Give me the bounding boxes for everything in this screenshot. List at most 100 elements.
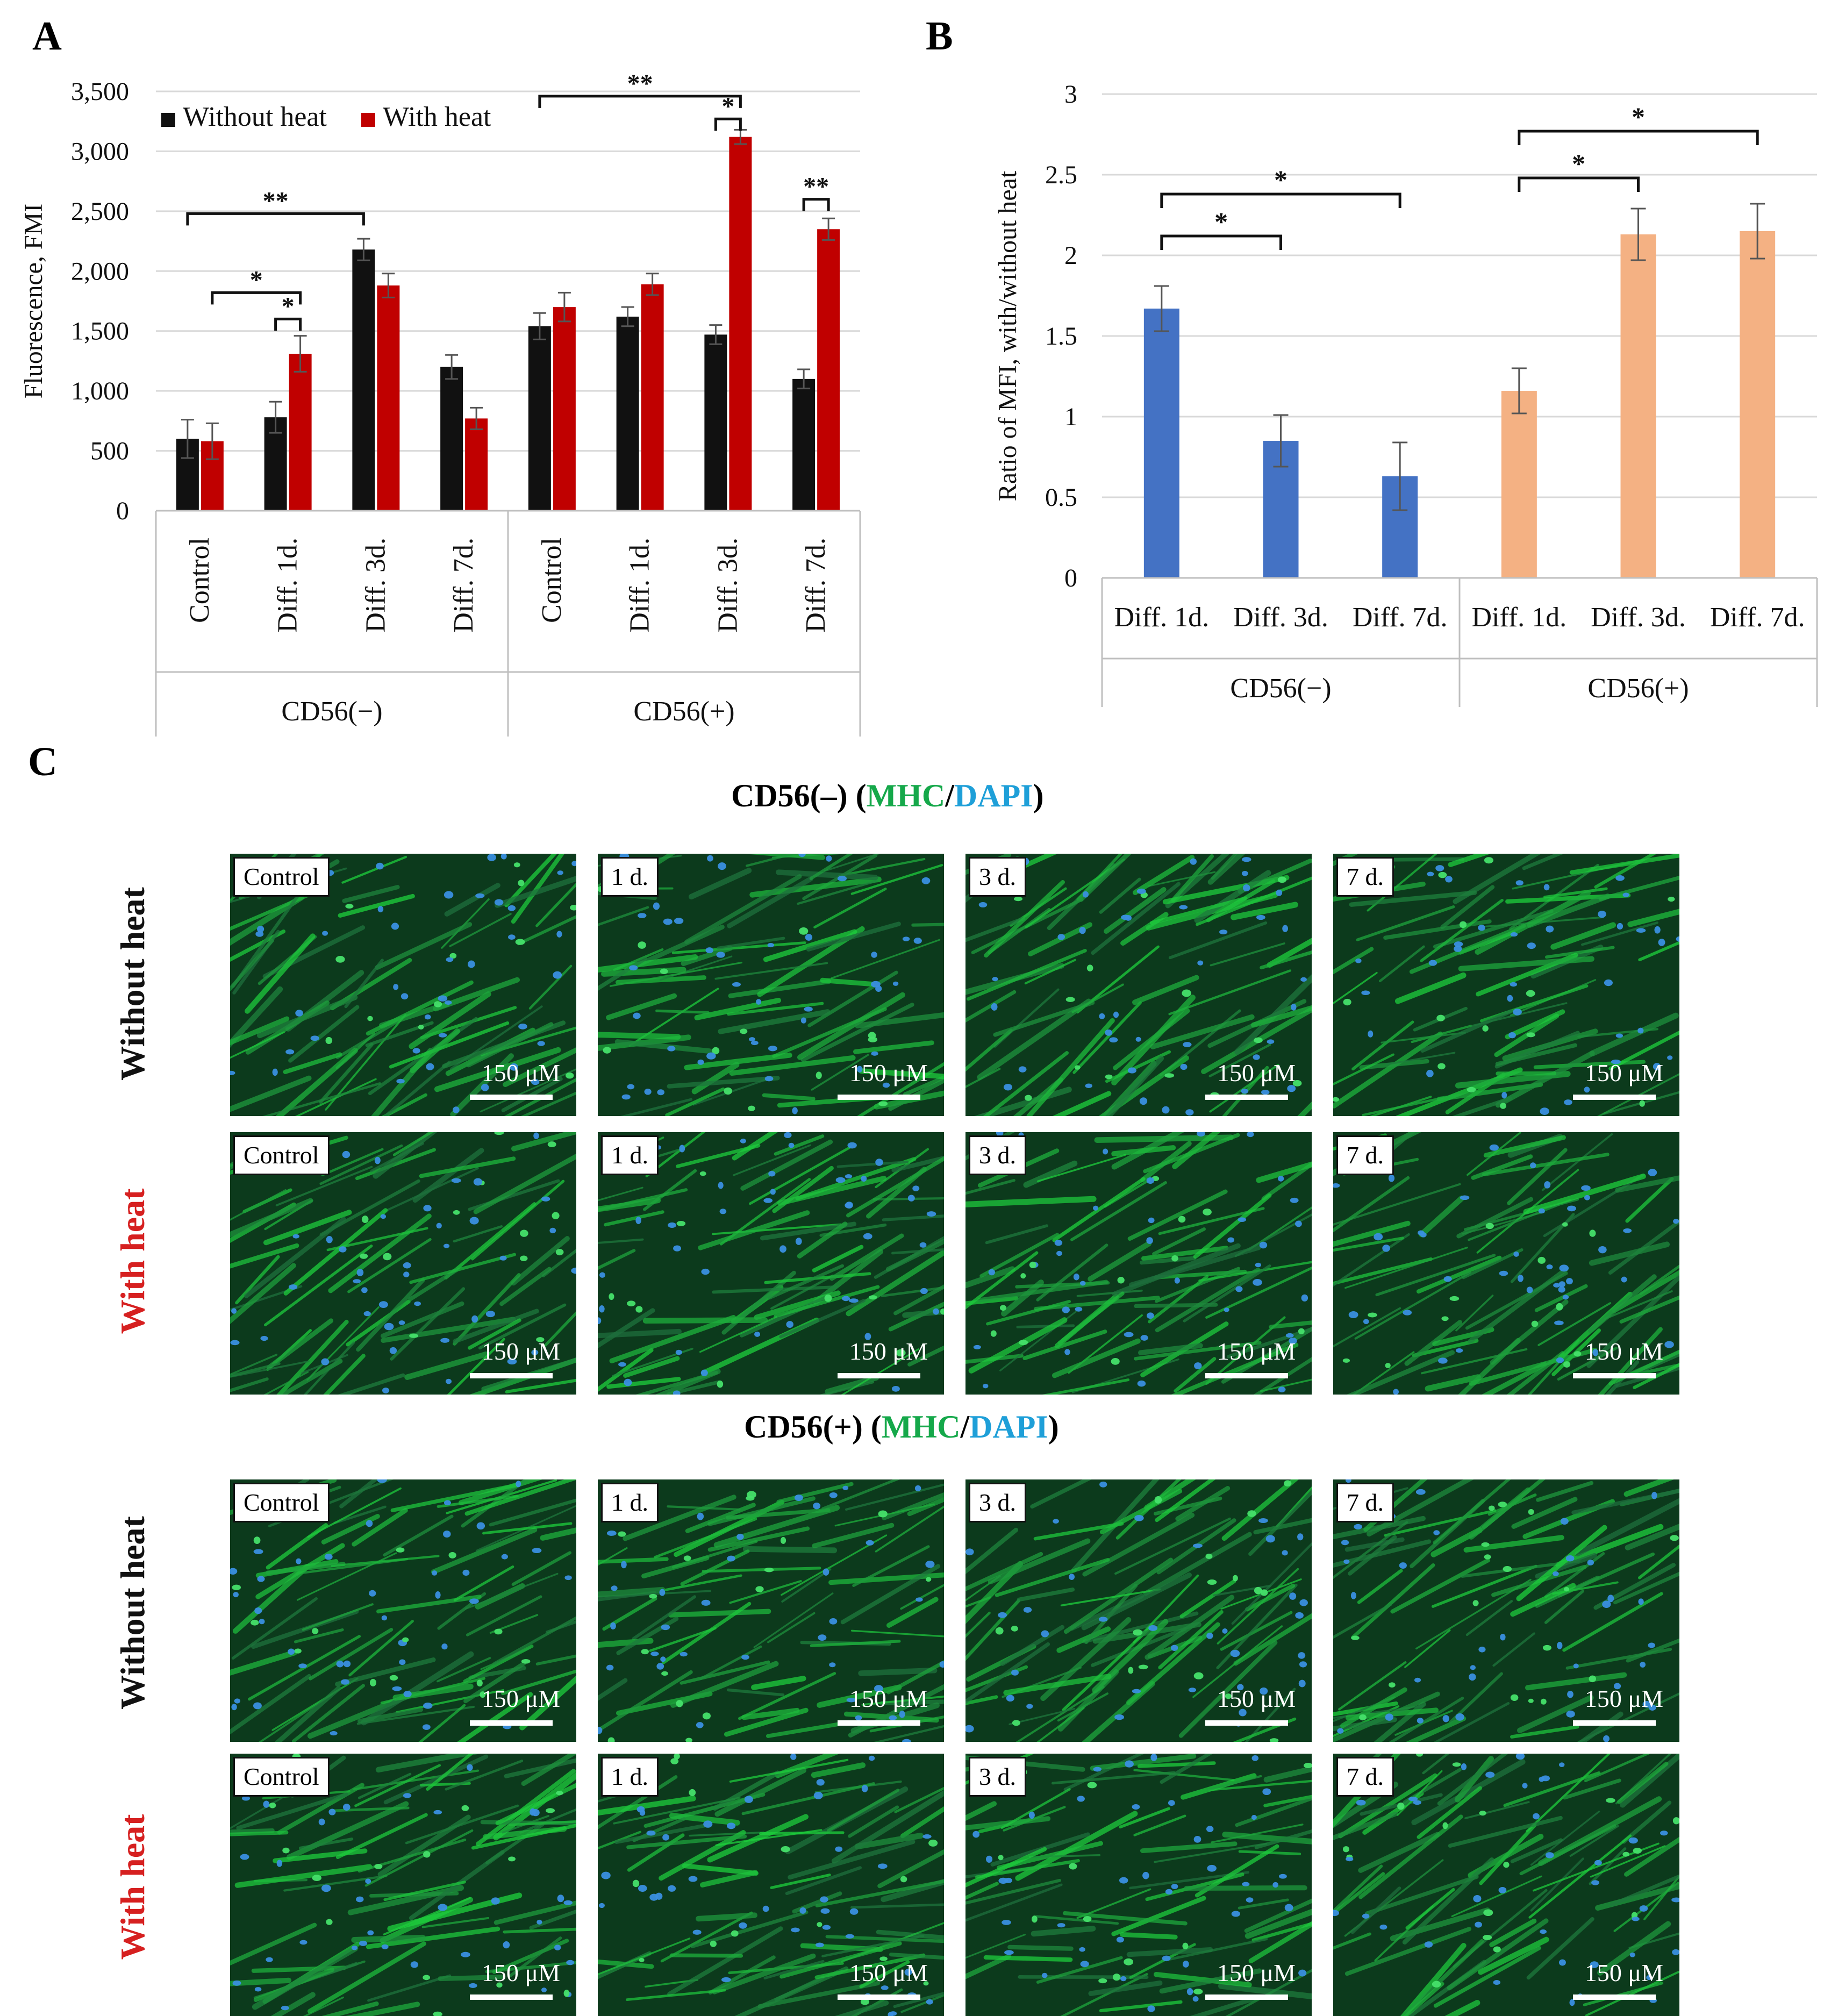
nucleus (727, 1822, 735, 1829)
nucleus (703, 1712, 711, 1719)
nucleus (1493, 1980, 1501, 1985)
nucleus (1069, 1574, 1075, 1580)
nucleus (1630, 1953, 1635, 1957)
nucleus (1041, 1630, 1049, 1637)
nucleus (341, 1679, 349, 1684)
nucleus (1425, 1941, 1433, 1948)
nucleus (1563, 1361, 1570, 1368)
nucleus (1150, 1754, 1157, 1761)
nucleus (1658, 939, 1665, 946)
nucleus (254, 1549, 263, 1554)
nucleus (423, 1851, 430, 1857)
nucleus (1426, 1070, 1434, 1077)
nucleus (1553, 1571, 1559, 1576)
row-label-cd56pos-with-heat: With heat (113, 1779, 156, 1994)
nucleus (403, 1262, 411, 1268)
nucleus (1140, 1097, 1147, 1105)
scale-bar-label: 150 μM (1217, 1958, 1296, 1987)
nucleus (365, 1878, 371, 1884)
nucleus (1066, 997, 1075, 1002)
nucleus (1062, 1306, 1070, 1313)
nucleus (1138, 1381, 1146, 1387)
nucleus (1282, 925, 1288, 932)
nucleus (370, 1679, 376, 1686)
nucleus (1528, 1699, 1534, 1703)
nucleus (500, 1256, 507, 1261)
nucleus (1351, 1592, 1356, 1599)
nucleus (423, 1703, 433, 1709)
myotube-fibre (698, 1915, 754, 1919)
nucleus (494, 1629, 502, 1635)
nucleus (1603, 1735, 1610, 1742)
nucleus (644, 1089, 651, 1095)
nucleus (259, 1619, 265, 1624)
nucleus (705, 947, 713, 953)
significance-bracket (276, 319, 301, 331)
nucleus (718, 862, 726, 870)
nucleus (823, 1569, 829, 1576)
nucleus (791, 1928, 800, 1933)
nucleus (1668, 897, 1675, 902)
nucleus (1385, 1713, 1393, 1721)
nucleus (1393, 1389, 1399, 1395)
nucleus (1637, 1028, 1643, 1034)
nucleus (1299, 1661, 1307, 1667)
myotube-fibre (1136, 1305, 1216, 1306)
nucleus (487, 854, 496, 861)
nucleus (475, 893, 484, 898)
nucleus (231, 1704, 237, 1710)
nucleus (552, 1212, 560, 1219)
nucleus (842, 1296, 850, 1302)
nucleus (444, 1244, 449, 1248)
nucleus (635, 1306, 642, 1312)
nucleus (1561, 1518, 1569, 1524)
nucleus (718, 1182, 724, 1189)
x-tick-label: Diff. 1d. (273, 538, 303, 633)
scale-bar-label: 150 μM (1585, 1337, 1663, 1366)
nucleus (817, 1922, 822, 1927)
nucleus (1556, 1357, 1564, 1363)
scale-bar (1205, 1095, 1288, 1100)
myotube-fibre (230, 1833, 287, 1835)
nucleus (1120, 1976, 1126, 1981)
nucleus (486, 1311, 495, 1317)
scale-bar (838, 1720, 920, 1726)
myotube-fibre (1498, 1073, 1554, 1074)
nucleus (1194, 1836, 1201, 1843)
significance-label: * (1632, 102, 1645, 132)
nucleus (471, 1316, 478, 1323)
nucleus (603, 1047, 611, 1053)
nucleus (1528, 1509, 1534, 1515)
nucleus (677, 1221, 686, 1226)
nucleus (805, 934, 812, 941)
nucleus (1206, 1633, 1213, 1639)
nucleus (232, 1585, 241, 1590)
nucleus (928, 1840, 938, 1847)
nucleus (1606, 1798, 1615, 1803)
nucleus (1589, 1229, 1596, 1236)
nucleus (796, 1238, 802, 1245)
significance-label: ** (803, 173, 829, 201)
nucleus (367, 1016, 373, 1021)
nucleus (1232, 1911, 1240, 1917)
nucleus (295, 1648, 302, 1653)
myotube-fibre (1018, 1326, 1074, 1327)
nucleus (1622, 892, 1629, 897)
nucleus (1648, 1169, 1657, 1176)
y-tick-label: 2,500 (71, 197, 129, 226)
nucleus (1251, 1815, 1257, 1820)
nucleus (799, 1907, 806, 1914)
nucleus (679, 1145, 685, 1153)
nucleus (553, 971, 562, 979)
nucleus (326, 1919, 332, 1925)
nucleus (749, 1037, 755, 1041)
significance-bracket (1162, 194, 1400, 208)
nucleus (1011, 1670, 1019, 1676)
nucleus (1014, 897, 1022, 901)
nucleus (443, 1531, 451, 1538)
nucleus (700, 1171, 706, 1176)
nucleus (1042, 1973, 1048, 1978)
nucleus (1179, 905, 1188, 909)
nucleus (383, 1253, 391, 1261)
nucleus (1354, 1524, 1362, 1529)
